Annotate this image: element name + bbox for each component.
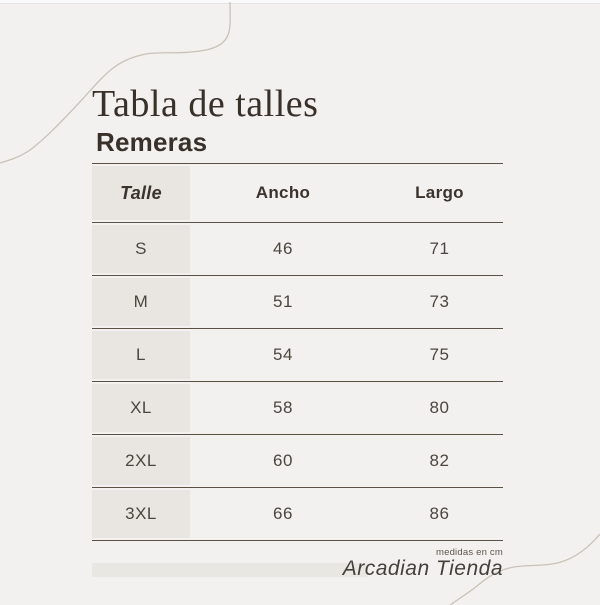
- ancho-value: 60: [273, 451, 293, 470]
- ancho-value: 46: [273, 239, 293, 258]
- largo-value: 71: [429, 239, 450, 258]
- size-table: Talle Ancho Largo S 46 71 M 51 73 L 54 7…: [92, 163, 503, 541]
- ancho-value: 66: [273, 504, 293, 523]
- size-label: S: [92, 225, 190, 273]
- table-row-m: M 51 73: [92, 276, 503, 329]
- column-header-ancho: Ancho: [255, 183, 311, 202]
- largo-value: 75: [429, 345, 450, 364]
- top-edge-strip: [0, 0, 600, 4]
- ancho-value: 58: [273, 398, 293, 417]
- table-row-2xl: 2XL 60 82: [92, 435, 503, 488]
- table-header-row: Talle Ancho Largo: [92, 164, 503, 223]
- largo-value: 86: [429, 504, 450, 523]
- size-label: XL: [92, 384, 190, 432]
- table-row-s: S 46 71: [92, 223, 503, 276]
- table-row-xl: XL 58 80: [92, 382, 503, 435]
- largo-value: 82: [429, 451, 450, 470]
- size-label: L: [92, 331, 190, 379]
- column-header-largo: Largo: [415, 183, 464, 202]
- units-note: medidas en cm: [435, 547, 503, 558]
- table-row-3xl: 3XL 66 86: [92, 488, 503, 541]
- size-label: M: [92, 278, 190, 326]
- largo-value: 73: [429, 292, 450, 311]
- page-title: Tabla de talles: [92, 83, 319, 125]
- ancho-value: 54: [273, 345, 293, 364]
- column-header-talle: Talle: [92, 166, 190, 220]
- bottom-bar: [92, 563, 368, 577]
- largo-value: 80: [429, 398, 450, 417]
- size-label: 2XL: [92, 437, 190, 485]
- section-title: Remeras: [96, 127, 208, 157]
- brand-name: Arcadian Tienda: [342, 557, 503, 580]
- size-label: 3XL: [92, 490, 190, 538]
- table-row-l: L 54 75: [92, 329, 503, 382]
- ancho-value: 51: [273, 292, 293, 311]
